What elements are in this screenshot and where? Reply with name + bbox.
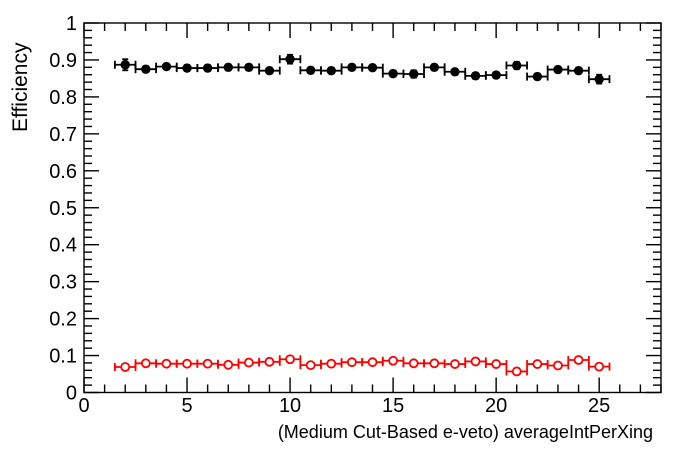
data-point-open-circle [532, 359, 543, 369]
data-point-open-circle [429, 358, 440, 369]
data-point-filled-circle [223, 62, 233, 73]
y-tick-label: 0.7 [49, 124, 77, 146]
data-point-filled-circle [553, 64, 563, 75]
data-point-open-circle [491, 359, 502, 369]
data-point-open-circle [594, 361, 605, 372]
data-point-filled-circle [470, 71, 481, 81]
y-tick-label: 0.2 [49, 309, 77, 331]
x-tick-label: 15 [382, 395, 404, 417]
data-point-filled-circle [244, 62, 254, 73]
data-point-open-circle [264, 356, 275, 367]
data-point-open-circle [470, 356, 481, 367]
data-point-filled-circle [347, 62, 357, 73]
y-tick-label: 0.5 [49, 198, 77, 220]
y-tick-label: 0.3 [49, 272, 77, 294]
x-axis-title: (Medium Cut-Based e-veto) averageIntPerX… [278, 422, 653, 442]
data-point-filled-circle [326, 65, 336, 76]
x-tick-label: 20 [485, 395, 507, 417]
x-tick-labels: 0 5 10 15 20 25 [78, 395, 610, 417]
data-point-filled-circle [532, 71, 543, 82]
data-point-filled-circle [285, 54, 295, 64]
data-point-filled-circle [120, 60, 130, 70]
data-point-open-circle [223, 359, 234, 370]
data-point-open-circle [408, 358, 419, 369]
y-tick-label: 0.9 [49, 50, 77, 72]
data-series [114, 53, 611, 377]
data-point-open-circle [326, 358, 337, 369]
data-point-filled-circle [573, 65, 584, 76]
x-tick-label: 10 [279, 395, 301, 417]
data-point-open-circle [553, 360, 563, 371]
series-red-open-circles [114, 354, 611, 377]
data-point-filled-circle [264, 65, 275, 76]
data-point-filled-circle [161, 61, 172, 72]
plot-frame [83, 22, 662, 394]
data-point-filled-circle [305, 65, 316, 75]
y-tick-label: 0.8 [49, 87, 77, 109]
data-point-open-circle [388, 355, 399, 366]
data-point-open-circle [305, 360, 316, 371]
y-tick-label: 0.4 [49, 235, 77, 257]
data-point-open-circle [140, 358, 151, 369]
data-point-open-circle [182, 358, 192, 369]
y-tick-label: 0.6 [49, 161, 77, 183]
data-point-open-circle [573, 355, 584, 365]
x-tick-label: 0 [78, 395, 89, 417]
y-axis-title: Efficiency [9, 42, 32, 132]
data-point-open-circle [285, 354, 295, 365]
x-tick-label: 5 [181, 395, 192, 417]
data-point-filled-circle [491, 70, 501, 80]
series-black-filled-circles [114, 53, 611, 85]
data-point-open-circle [202, 358, 213, 369]
data-point-filled-circle [388, 68, 398, 79]
data-point-filled-circle [202, 63, 213, 73]
axis-ticks [83, 22, 662, 394]
y-tick-label: 0.1 [49, 346, 77, 368]
data-point-open-circle [346, 357, 357, 368]
data-point-open-circle [511, 366, 522, 377]
data-point-filled-circle [594, 74, 604, 84]
data-point-open-circle [120, 362, 131, 372]
data-point-open-circle [161, 358, 172, 369]
data-point-filled-circle [182, 63, 192, 73]
data-point-filled-circle [512, 60, 522, 71]
y-tick-labels: 0 0.1 0.2 0.3 0.4 0.5 0.6 0.7 0.8 0.9 1 [49, 13, 77, 405]
data-point-filled-circle [141, 64, 151, 74]
data-point-filled-circle [450, 67, 460, 77]
y-tick-label: 0 [66, 383, 77, 405]
data-point-open-circle [367, 357, 378, 368]
data-point-open-circle [243, 357, 254, 368]
data-point-filled-circle [409, 69, 419, 79]
x-tick-label: 25 [588, 395, 610, 417]
data-point-open-circle [450, 359, 460, 369]
data-point-filled-circle [367, 63, 378, 73]
data-point-filled-circle [429, 62, 440, 73]
y-tick-label: 1 [66, 13, 77, 35]
